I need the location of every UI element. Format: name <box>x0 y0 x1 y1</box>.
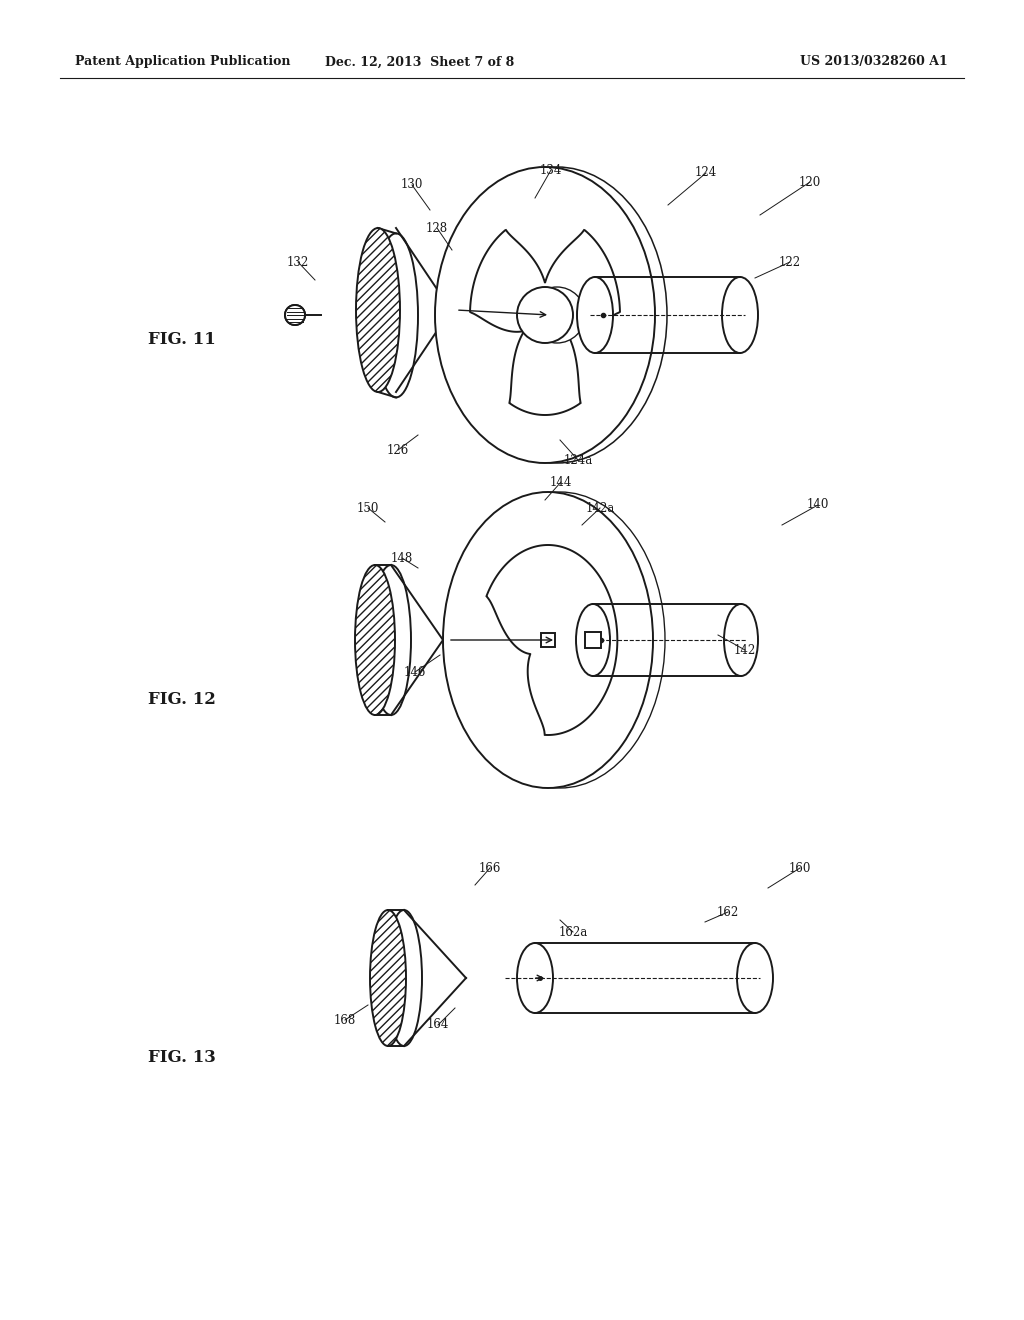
Ellipse shape <box>374 234 418 397</box>
Ellipse shape <box>386 909 422 1045</box>
Text: 134: 134 <box>540 164 562 177</box>
Text: FIG. 12: FIG. 12 <box>148 692 216 709</box>
Ellipse shape <box>577 277 613 352</box>
Ellipse shape <box>285 305 305 325</box>
Text: FIG. 13: FIG. 13 <box>148 1049 216 1067</box>
Ellipse shape <box>285 305 305 325</box>
Ellipse shape <box>724 605 758 676</box>
Text: 166: 166 <box>479 862 501 874</box>
Text: 132: 132 <box>287 256 309 268</box>
Ellipse shape <box>517 286 573 343</box>
Text: 128: 128 <box>426 222 449 235</box>
Text: 162: 162 <box>717 906 739 919</box>
Text: 148: 148 <box>391 552 413 565</box>
Text: 144: 144 <box>550 475 572 488</box>
Ellipse shape <box>737 942 773 1012</box>
Text: FIG. 11: FIG. 11 <box>148 331 216 348</box>
Ellipse shape <box>575 605 610 676</box>
Text: 126: 126 <box>387 444 410 457</box>
Text: 142: 142 <box>734 644 756 656</box>
Text: 146: 146 <box>403 665 426 678</box>
Ellipse shape <box>443 492 653 788</box>
Ellipse shape <box>356 228 400 392</box>
Text: 162a: 162a <box>558 925 588 939</box>
FancyBboxPatch shape <box>585 632 601 648</box>
Text: 150: 150 <box>356 502 379 515</box>
FancyBboxPatch shape <box>541 634 555 647</box>
Text: 124a: 124a <box>563 454 593 466</box>
Text: 142a: 142a <box>586 502 614 515</box>
Text: 124: 124 <box>695 166 717 180</box>
Polygon shape <box>499 545 630 735</box>
Ellipse shape <box>722 277 758 352</box>
Text: 130: 130 <box>400 178 423 191</box>
Ellipse shape <box>529 286 585 343</box>
Ellipse shape <box>371 565 411 715</box>
Ellipse shape <box>435 168 655 463</box>
Text: 168: 168 <box>334 1014 356 1027</box>
Text: 164: 164 <box>427 1019 450 1031</box>
Text: 120: 120 <box>799 176 821 189</box>
Polygon shape <box>470 230 620 414</box>
Ellipse shape <box>447 168 667 463</box>
Ellipse shape <box>455 492 665 788</box>
Ellipse shape <box>355 565 395 715</box>
Ellipse shape <box>370 909 406 1045</box>
Polygon shape <box>486 545 617 735</box>
Text: US 2013/0328260 A1: US 2013/0328260 A1 <box>800 55 948 69</box>
Ellipse shape <box>517 942 553 1012</box>
Text: Patent Application Publication: Patent Application Publication <box>75 55 291 69</box>
Text: 122: 122 <box>779 256 801 268</box>
Text: 140: 140 <box>807 499 829 511</box>
Text: Dec. 12, 2013  Sheet 7 of 8: Dec. 12, 2013 Sheet 7 of 8 <box>326 55 515 69</box>
Polygon shape <box>482 230 632 414</box>
Text: 160: 160 <box>788 862 811 874</box>
